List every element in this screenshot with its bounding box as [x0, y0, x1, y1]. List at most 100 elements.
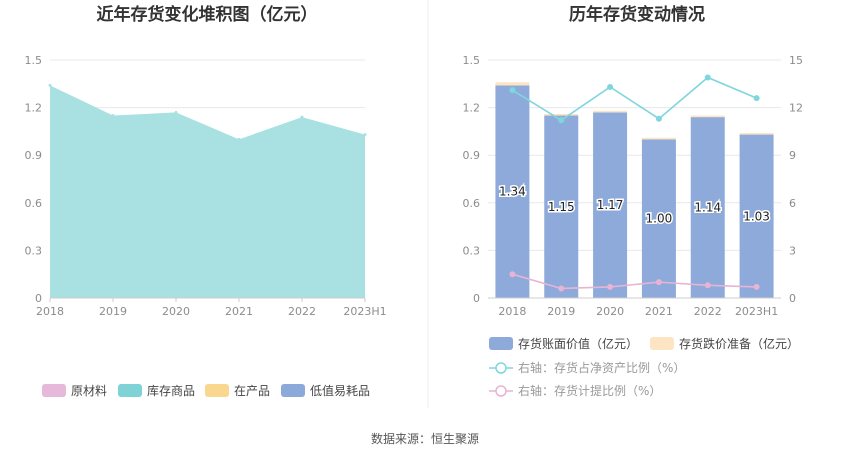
x-tick-label: 2022 [694, 305, 722, 318]
bar-data-label: 1.17 [597, 198, 624, 212]
left-chart-title: 近年存货变化堆积图（亿元） [97, 4, 318, 25]
area-point [48, 83, 52, 87]
legend-item-inventory-to-net-assets[interactable]: 右轴：存货占净资产比例（%） [489, 360, 685, 375]
x-tick-label: 2018 [498, 305, 526, 318]
area-point [237, 137, 241, 141]
y-tick-label: 1.2 [25, 102, 43, 115]
area-point [174, 110, 178, 114]
x-tick-label: 2021 [645, 305, 673, 318]
y-right-tick-label: 12 [789, 102, 803, 115]
legend-item-low-value-consumables[interactable]: 低值易耗品 [281, 383, 370, 398]
line-point [704, 282, 711, 289]
legend-label: 右轴：存货计提比例（%） [518, 383, 661, 398]
left-chart-legend: 原材料 库存商品 在产品 低值易耗品 [42, 383, 370, 398]
legend-item-impairment[interactable]: 存货跌价准备（亿元） [650, 336, 799, 351]
line-point [753, 95, 760, 102]
line-point [607, 283, 614, 290]
legend-label: 存货跌价准备（亿元） [679, 336, 799, 351]
bar-book-value [593, 112, 628, 298]
right-chart-grid [488, 59, 781, 251]
y-right-tick-label: 0 [789, 292, 796, 305]
bar-impairment [739, 132, 774, 135]
x-tick-label: 2019 [547, 305, 575, 318]
legend-swatch [42, 384, 66, 397]
legend-swatch [650, 337, 674, 350]
line-point [655, 115, 662, 122]
y-right-tick-label: 6 [789, 197, 796, 210]
bar-impairment [544, 113, 579, 116]
legend-item-finished-goods[interactable]: 库存商品 [118, 383, 195, 398]
data-source-footer: 数据来源：恒生聚源 [371, 431, 479, 446]
bar-impairment [641, 137, 676, 140]
legend-marker [495, 385, 507, 397]
x-tick-label: 2023H1 [343, 305, 386, 318]
area-point [300, 115, 304, 119]
bar-data-label: 1.14 [694, 201, 721, 215]
legend-swatch [281, 384, 305, 397]
y-left-tick-label: 0.3 [463, 244, 481, 257]
right-chart-legend: 存货账面价值（亿元） 存货跌价准备（亿元） 右轴：存货占净资产比例（%） 右轴：… [489, 336, 799, 398]
x-tick-label: 2023H1 [735, 305, 778, 318]
legend-label: 在产品 [234, 384, 270, 398]
legend-swatch [118, 384, 142, 397]
legend-item-work-in-progress[interactable]: 在产品 [205, 384, 270, 398]
x-tick-label: 2020 [162, 305, 190, 318]
y-left-tick-label: 1.2 [463, 102, 481, 115]
bar-impairment [593, 110, 628, 113]
right-chart-axes: 0 0.3 0.6 0.9 1.2 1.5 0 3 6 9 12 15 2018 2019 2020 2021… [463, 54, 804, 318]
legend-swatch [205, 384, 229, 397]
left-chart-axes: 0 0.3 0.6 0.9 1.2 1.5 2018 2019 2020 2021 2022 2023… [25, 54, 387, 318]
y-tick-label: 0.9 [25, 149, 43, 162]
legend-label: 库存商品 [147, 383, 195, 398]
line-point [704, 74, 711, 81]
line-point [558, 285, 565, 292]
x-tick-label: 2021 [225, 305, 253, 318]
bar-book-value [641, 139, 676, 298]
y-left-tick-label: 0.6 [463, 197, 481, 210]
area-point [363, 133, 367, 137]
legend-label: 低值易耗品 [310, 383, 370, 398]
y-tick-label: 0 [35, 292, 42, 305]
legend-item-book-value[interactable]: 存货账面价值（亿元） [489, 336, 638, 351]
line-point [509, 87, 516, 94]
y-left-tick-label: 0.9 [463, 149, 481, 162]
line-provision-ratio [512, 273, 757, 290]
bar-impairment [690, 115, 725, 118]
bar-impairment [495, 82, 530, 86]
right-chart-title: 历年存货变动情况 [569, 4, 705, 25]
line-point [655, 279, 662, 286]
legend-marker [495, 362, 507, 374]
legend-item-raw-materials[interactable]: 原材料 [42, 384, 107, 398]
y-tick-label: 0.3 [25, 244, 43, 257]
y-right-tick-label: 15 [789, 54, 803, 67]
bar-book-value [690, 117, 725, 299]
legend-label: 右轴：存货占净资产比例（%） [518, 360, 685, 375]
line-point [509, 271, 516, 278]
x-tick-label: 2018 [36, 305, 64, 318]
bar-data-label: 1.15 [548, 200, 575, 214]
x-tick-label: 2019 [99, 305, 127, 318]
right-chart-plot: 1.34 1.15 1.17 1.00 1.14 1.03 [495, 74, 774, 299]
legend-label: 存货账面价值（亿元） [518, 336, 638, 351]
bar-data-label: 1.03 [743, 209, 770, 223]
y-right-tick-label: 3 [789, 244, 796, 257]
y-right-tick-label: 9 [789, 149, 796, 162]
legend-swatch [489, 337, 513, 350]
left-chart-plot [48, 83, 367, 299]
bar-data-label: 1.00 [646, 212, 673, 226]
y-left-tick-label: 0 [473, 292, 480, 305]
bar-book-value [544, 115, 579, 299]
bar-book-value [739, 134, 774, 298]
bar-book-value [495, 85, 530, 299]
y-tick-label: 1.5 [25, 54, 43, 67]
x-tick-label: 2020 [596, 305, 624, 318]
line-point [607, 83, 614, 90]
legend-item-provision-ratio[interactable]: 右轴：存货计提比例（%） [489, 383, 661, 398]
x-tick-label: 2022 [288, 305, 316, 318]
y-tick-label: 0.6 [25, 197, 43, 210]
legend-label: 原材料 [71, 384, 107, 398]
y-left-tick-label: 1.5 [463, 54, 481, 67]
line-point [558, 117, 565, 124]
area-series-finished-goods [50, 85, 365, 299]
